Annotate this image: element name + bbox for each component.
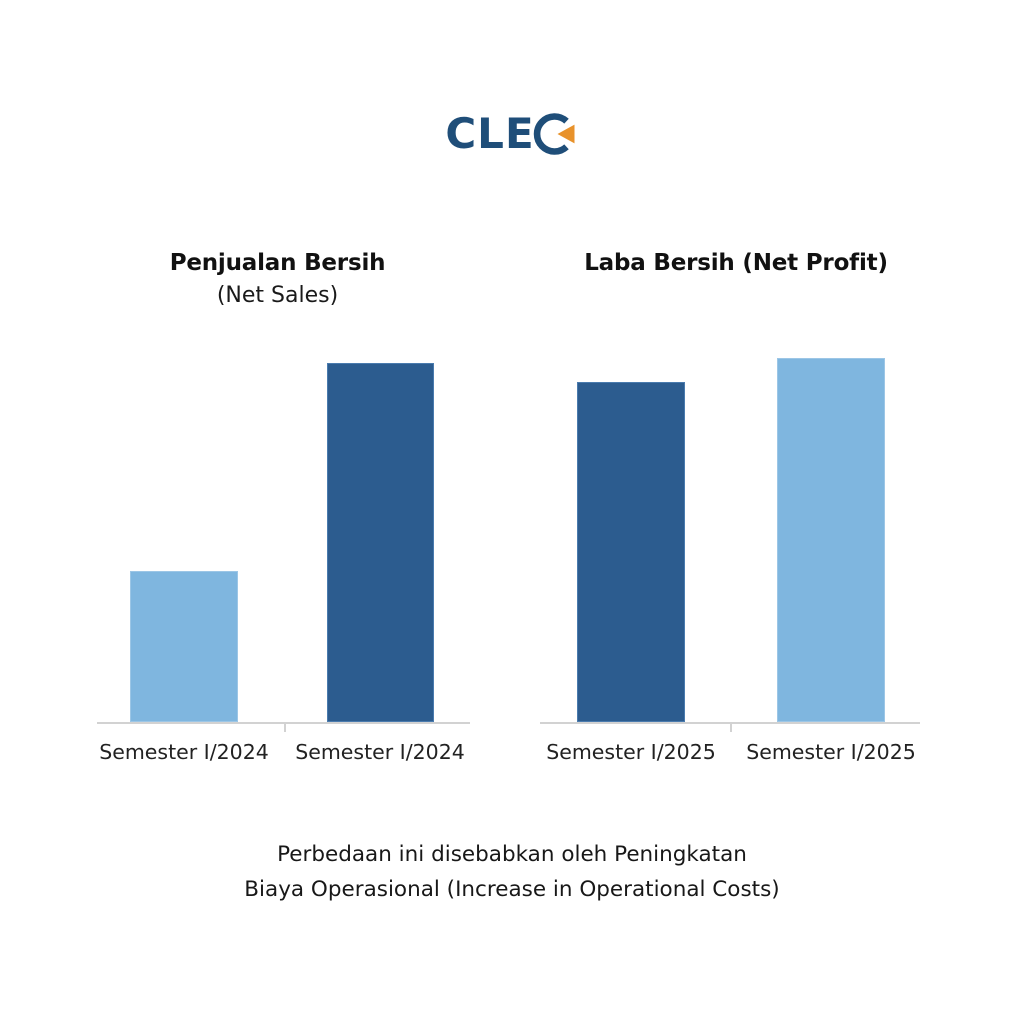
x-axis-labels-net-sales: Semester I/2024 Semester I/2024 [60,740,490,776]
x-axis-label-left: Semester I/2024 [99,740,269,764]
panel-subtitle-net-sales: (Net Sales) [216,282,339,308]
caption-line-1: Perbedaan ini disebabkan oleh Peningkata… [277,842,747,867]
bar-net-sales-2024-dark[interactable] [327,363,434,722]
plot-area-net-profit [520,350,950,732]
x-axis-label-right: Semester I/2024 [295,740,465,764]
plot-area-net-sales [60,350,490,732]
panel-title-net-profit: Laba Bersih (Net Profit) [584,250,888,276]
caption-line-2: Biaya Operasional (Increase in Operation… [244,876,780,902]
bar-net-profit-2025-light[interactable] [777,358,885,722]
x-axis-labels-net-profit: Semester I/2025 Semester I/2025 [520,740,950,776]
x-axis-center-tick [284,723,286,732]
caption-block: Perbedaan ini disebabkan oleh Peningkata… [0,838,1024,908]
x-axis-center-tick [730,723,732,732]
x-axis-line [97,722,470,724]
bar-net-sales-2024-light[interactable] [130,571,238,722]
x-axis-label-left: Semester I/2025 [546,740,716,764]
brand-wordmark: CLE [445,109,535,158]
chart-panel-net-sales: Penjualan Bersih (Net Sales) Semester I/… [60,250,490,790]
chart-panel-net-profit: Laba Bersih (Net Profit) Semester I/2025… [520,250,950,790]
c-with-orange-wedge-logo-icon [533,111,579,157]
panel-title-net-sales: Penjualan Bersih [169,250,386,276]
x-axis-label-right: Semester I/2025 [746,740,916,764]
brand-logo: CLE [0,104,1024,164]
bar-net-profit-2025-dark[interactable] [577,382,685,722]
